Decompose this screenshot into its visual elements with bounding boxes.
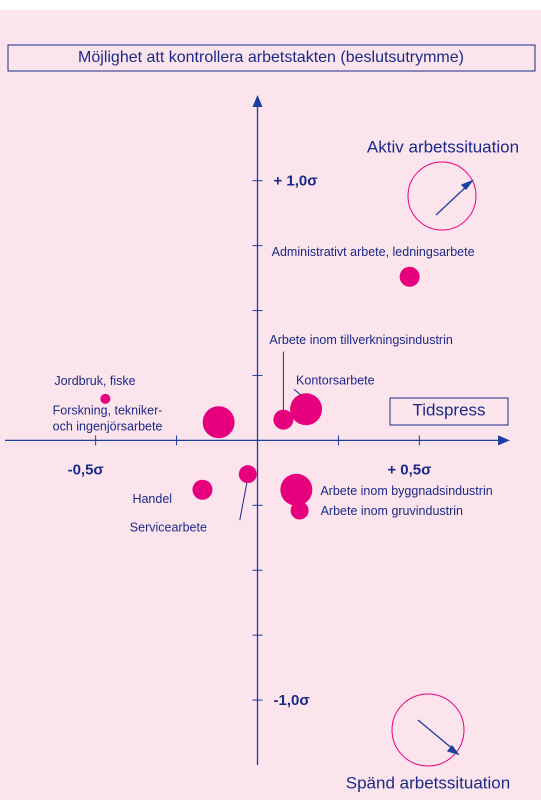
annotation: Aktiv arbetssituation bbox=[367, 137, 519, 156]
point-label: och ingenjörsarbete bbox=[53, 420, 163, 434]
data-point bbox=[202, 406, 235, 439]
leader-line bbox=[239, 483, 248, 521]
point-label: Arbete inom gruvindustrin bbox=[321, 504, 463, 518]
point-label: Administrativt arbete, ledningsarbete bbox=[272, 245, 475, 259]
y-label-box bbox=[7, 44, 536, 72]
point-label: Arbete inom byggnadsindustrin bbox=[320, 484, 492, 498]
data-point bbox=[100, 393, 111, 404]
annotation: Spänd arbetssituation bbox=[346, 773, 510, 792]
point-label: Kontorsarbete bbox=[296, 374, 375, 388]
point-label: Jordbruk, fiske bbox=[54, 374, 135, 388]
point-label: Forskning, tekniker- bbox=[53, 404, 163, 418]
x-axis-label: Tidspress bbox=[412, 400, 485, 419]
quadrant-arrows bbox=[417, 179, 474, 756]
quadrant-icons bbox=[391, 161, 477, 767]
x-label-box bbox=[389, 397, 509, 426]
data-point bbox=[273, 409, 294, 430]
y-axis-arrow bbox=[252, 95, 263, 107]
y-axis-label: Möjlighet att kontrollera arbetstakten (… bbox=[78, 49, 464, 66]
x-tick-label: -0,5σ bbox=[68, 461, 104, 478]
y-tick-label: + 1,0σ bbox=[274, 173, 318, 190]
x-axis-arrow bbox=[498, 435, 510, 446]
data-point bbox=[238, 465, 257, 484]
data-point bbox=[280, 473, 313, 506]
x-tick-label: + 0,5σ bbox=[387, 461, 431, 478]
data-point bbox=[290, 501, 309, 520]
leader-line bbox=[293, 388, 302, 396]
data-point bbox=[290, 393, 323, 426]
data-point bbox=[192, 479, 213, 500]
point-label: Servicearbete bbox=[130, 520, 207, 534]
point-label: Handel bbox=[132, 492, 172, 506]
y-tick-label: -1,0σ bbox=[274, 692, 310, 709]
point-label: Arbete inom tillverkningsindustrin bbox=[269, 333, 452, 347]
data-point bbox=[399, 266, 420, 287]
